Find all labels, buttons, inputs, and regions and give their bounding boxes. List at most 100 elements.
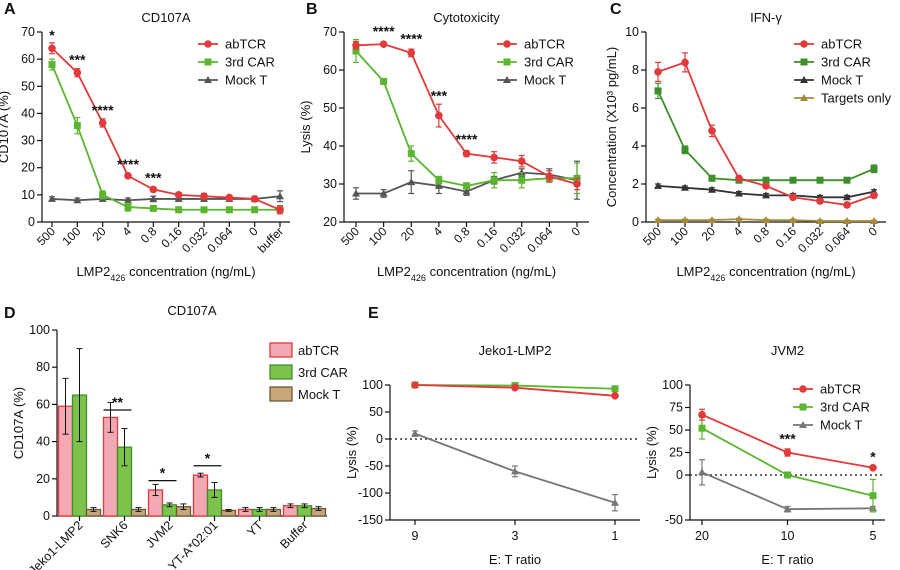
x-tick-label: 0.064 [204,224,235,255]
legend-label: abTCR [820,382,861,397]
x-axis-title-main: LMP2 [76,264,110,279]
legend-label: abTCR [298,343,339,358]
y-tick-label: 30 [21,134,35,148]
data-point-triangle [503,76,511,83]
data-point-square [799,403,807,411]
y-tick-label: -150 [358,513,383,527]
data-point [654,68,662,76]
data-point-triangle [762,216,770,224]
x-tick-label: 20 [398,224,418,244]
x-axis-title-subscript: 426 [411,273,426,283]
significance-label: *** [69,52,86,68]
legend-label: 3rd CAR [524,55,574,70]
y-tick-label: 75 [669,401,683,415]
y-tick-label: 60 [21,52,35,66]
data-point-triangle [379,189,388,197]
data-point [708,127,716,135]
data-point-square [698,424,706,432]
x-axis-title-main: LMP2 [676,264,710,279]
legend-label: Mock T [820,418,862,433]
y-tick-label: 30 [323,177,337,191]
data-point-square [654,87,662,95]
data-point [783,448,792,457]
x-tick-label: 0.8 [138,224,160,246]
x-axis-title-main: LMP2 [377,264,411,279]
y-tick-label: 80 [36,360,50,374]
x-axis-title: E: T ratio [761,552,813,567]
data-point [789,193,797,202]
data-point [98,119,107,127]
data-point [411,381,419,389]
y-tick-label: -50 [665,513,683,527]
y-axis-title: CD107A (%) [11,387,26,459]
x-axis-title: E: T ratio [489,552,541,567]
x-tick-label: 0 [246,224,261,239]
x-tick-label: 4 [430,224,445,239]
data-point-triangle [708,216,716,224]
panel-title: CD107A [141,10,190,25]
legend-label: 3rd CAR [298,365,348,380]
data-point [250,195,259,203]
data-point-square [503,58,511,66]
x-tick-label: 3 [512,529,519,543]
y-tick-label: 70 [323,25,337,39]
data-point [73,68,82,77]
series-line-0 [51,47,281,211]
data-point-triangle [654,216,662,224]
data-point [174,191,183,199]
data-point-triangle [73,196,82,204]
data-point [490,153,498,162]
y-axis-title: Lysis (%) [344,426,359,479]
data-point [200,192,208,201]
data-point [573,180,581,188]
x-tick-label: 500 [338,224,362,248]
legend-label: Mock T [298,387,340,402]
y-tick-label: 6 [632,101,639,115]
data-point-triangle [783,505,792,513]
data-point-square [48,61,56,69]
data-point [407,49,416,57]
x-tick-label: 4 [730,224,745,239]
significance-label: **** [456,131,478,147]
series-line-1 [51,64,280,211]
x-tick-label: 100 [667,224,691,248]
y-axis-title: CD107A (%) [0,91,11,163]
panel-letter: E [368,305,379,322]
legend-label: abTCR [225,37,266,52]
panel-C: 0 2 4 6 8 10 Concentration (X10³ pg/mL) 500 100 2… [604,1,892,283]
data-point [435,111,443,120]
x-tick-label: Buffer [277,518,310,551]
y-tick-label: 40 [323,139,337,153]
data-point-triangle [511,467,519,475]
data-point-triangle [654,181,662,189]
y-tick-label: 4 [632,139,639,153]
data-point-triangle [816,217,824,225]
y-tick-label: 0 [632,215,639,229]
data-point [843,201,851,209]
x-axis-title-rest: concentration (ng/mL) [725,264,855,279]
legend-label: abTCR [821,37,862,52]
y-tick-label: 25 [669,446,683,460]
x-tick-label: 0.16 [474,224,501,251]
legend-swatch [269,364,293,380]
data-point-square [435,176,443,184]
data-point-triangle [462,187,471,195]
series-line-1 [355,50,577,187]
panel-title: Cytotoxicity [433,10,500,25]
x-tick-label: YT [244,518,265,539]
x-axis-title-main: E: T ratio [489,552,541,567]
legend-label: 3rd CAR [821,55,871,70]
x-tick-label: Jeko1-LMP2 [26,518,86,570]
data-point-triangle [843,193,851,201]
x-tick-label: YT-A*02:01 [166,518,221,570]
y-tick-label: 40 [36,435,50,449]
legend-label: 3rd CAR [225,55,275,70]
data-point [503,40,511,48]
data-point [511,383,519,392]
data-point-square [251,206,259,214]
x-tick-label: buffer [255,224,286,255]
data-point-square [99,191,107,199]
